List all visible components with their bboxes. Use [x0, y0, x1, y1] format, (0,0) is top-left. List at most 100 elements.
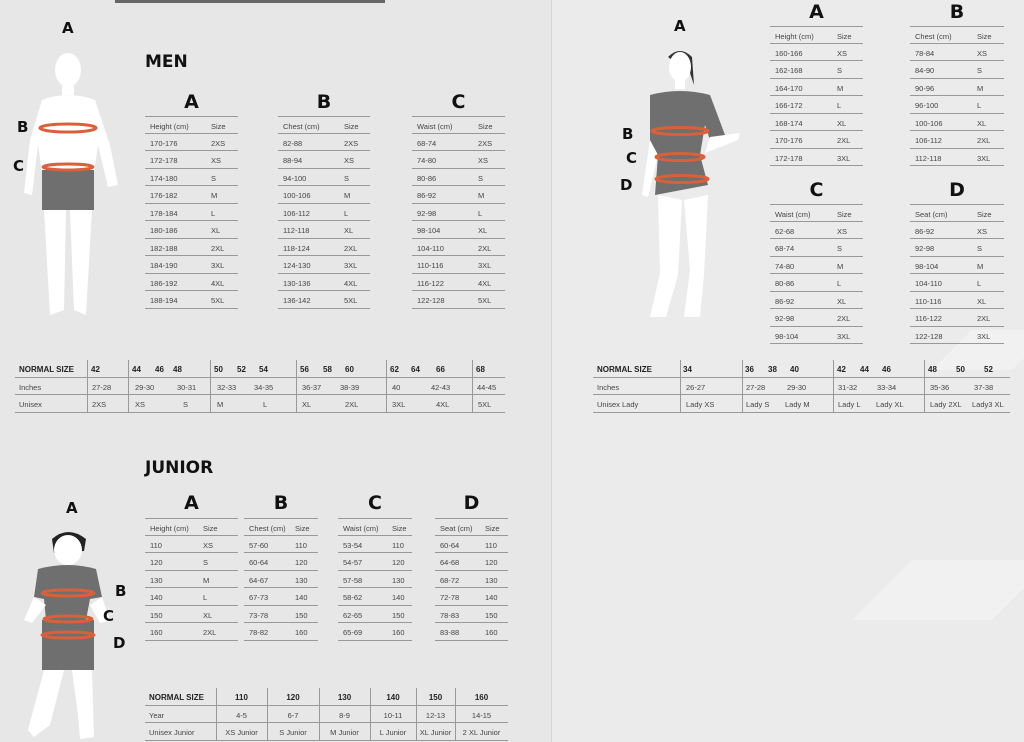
size-cell: M [478, 191, 485, 200]
measurement-cell: 106-112 [915, 136, 942, 145]
size-cell: 130 [295, 575, 308, 585]
normal-size-row: NORMAL SIZE 42 44 46 48 50 52 54 56 58 60 62 64 66 68 [15, 360, 505, 378]
normal-size-row: Unisex 2XS XS S M L XL 2XL 3XL 4XL 5XL [15, 395, 505, 413]
normal-size-row: Inches 27-28 29-30 30-31 32-33 34-35 36-37 38-3… [15, 378, 505, 395]
column-header: Size [211, 122, 226, 131]
table-row: 60-64 120 [244, 553, 318, 571]
normal-size-value: Lady M [785, 400, 810, 409]
size-cell: 130 [485, 575, 498, 585]
table-row: 170-176 2XL [770, 131, 863, 149]
measurement-cell: 120 [150, 558, 163, 567]
table-row: 86-92 M [412, 186, 505, 204]
normal-size-table: NORMAL SIZE 34 36 38 40 42 44 46 48 50 52 Inches 26-… [593, 360, 1010, 413]
normal-size-value: 8-9 [339, 710, 350, 720]
size-cell: L [211, 208, 216, 218]
measurement-cell: 174-180 [150, 173, 178, 183]
measurement-cell: 57-60 [249, 540, 269, 550]
size-cell: S [837, 66, 843, 75]
measurement-cell: 57-58 [343, 575, 363, 585]
table-row: 98-104 M [910, 257, 1004, 274]
measurement-cell: 74-80 [775, 261, 795, 271]
table-row: 53-54 110 [338, 536, 412, 553]
normal-size-value: 120 [286, 693, 300, 702]
size-cell: 5XL [344, 296, 358, 305]
normal-size-row: Year 4-5 6-7 8-9 10-11 12-13 14-15 [145, 706, 508, 723]
table-row: 92-98 2XL [770, 309, 863, 327]
table-row: 182-188 2XL [145, 239, 238, 256]
table-row: 166-172 L [770, 96, 863, 114]
measurement-cell: 110-116 [915, 296, 942, 306]
row-label: Unisex [19, 400, 42, 409]
normal-size-value: 33-34 [877, 382, 897, 392]
table-row: 98-104 XL [412, 221, 505, 239]
measurement-cell: 80-86 [417, 173, 437, 183]
measurement-cell: 104-110 [915, 279, 942, 288]
table-row: 160-166 XS [770, 44, 863, 61]
size-cell: S [211, 173, 217, 183]
table-row: 64-68 120 [435, 553, 508, 571]
table-row: 160 2XL [145, 623, 238, 641]
normal-size-value: 58 [323, 365, 332, 374]
column-divider [370, 688, 371, 740]
column-divider [386, 360, 387, 412]
size-cell: 150 [392, 610, 405, 620]
measurement-cell: 62-65 [343, 610, 363, 620]
normal-size-value: Lady 2XL [930, 400, 962, 409]
column-header: Size [837, 210, 852, 219]
table-row: 83-88 160 [435, 623, 508, 641]
column-header: Size [203, 524, 218, 533]
size-cell: 140 [485, 593, 498, 602]
column-divider [472, 360, 473, 412]
measurement-cell: 53-54 [343, 540, 363, 550]
normal-size-row: NORMAL SIZE 110 120 130 140 150 160 [145, 688, 508, 706]
table-row: 186-192 4XL [145, 274, 238, 291]
size-cell: 110 [295, 540, 307, 550]
table-row: 104-110 L [910, 274, 1004, 292]
size-cell: L [478, 208, 483, 218]
size-cell: 2XL [837, 314, 851, 323]
measurement-cell: 180-186 [150, 226, 178, 235]
size-cell: XS [977, 226, 988, 236]
figure-label-b: B [115, 582, 127, 600]
row-label: Unisex Junior [149, 728, 195, 737]
size-cell: L [837, 279, 842, 288]
measurement-cell: 92-98 [417, 208, 437, 218]
column-header: Chest (cm) [915, 32, 952, 41]
table-header-row: Height (cm) Size [770, 26, 863, 44]
column-header: Size [478, 122, 493, 131]
table-row: 57-60 110 [244, 536, 318, 553]
measurement-cell: 186-192 [150, 278, 178, 288]
measurement-cell: 166-172 [775, 101, 803, 110]
size-cell: M [211, 191, 218, 200]
normal-size-value: 5XL [478, 400, 492, 409]
normal-size-value: 34 [683, 365, 692, 374]
measurement-cell: 168-174 [775, 118, 803, 128]
table-row: 54-57 120 [338, 553, 412, 571]
size-cell: 110 [392, 540, 404, 550]
table-row: 110-116 XL [910, 292, 1004, 309]
figure-label-a: A [66, 499, 78, 517]
normal-size-value: Lady XS [686, 400, 715, 409]
table-row: 136-142 5XL [278, 291, 370, 309]
measurement-cell: 136-142 [283, 296, 311, 305]
measurement-cell: 60-64 [249, 558, 269, 567]
normal-size-value: 34-35 [254, 382, 274, 392]
normal-size-value: 4-5 [236, 710, 247, 720]
women-figure [642, 51, 740, 317]
table-row: 80-86 L [770, 274, 863, 292]
size-cell: XL [203, 610, 213, 620]
normal-size-value: 54 [259, 365, 268, 374]
table-row: 68-74 2XS [412, 134, 505, 151]
measurement-cell: 82-88 [283, 138, 303, 148]
table-row: 118-124 2XL [278, 239, 370, 256]
table-letter-a: A [184, 91, 199, 113]
measurement-cell: 62-68 [775, 226, 795, 236]
size-cell: 140 [295, 593, 308, 602]
table-row: 62-68 XS [770, 222, 863, 239]
size-cell: 5XL [478, 296, 492, 305]
junior-title: JUNIOR [145, 458, 214, 478]
table-row: 172-178 3XL [770, 149, 863, 166]
table-row: 86-92 XL [770, 292, 863, 309]
size-cell: M [344, 191, 351, 200]
normal-size-value: 40 [392, 382, 401, 392]
